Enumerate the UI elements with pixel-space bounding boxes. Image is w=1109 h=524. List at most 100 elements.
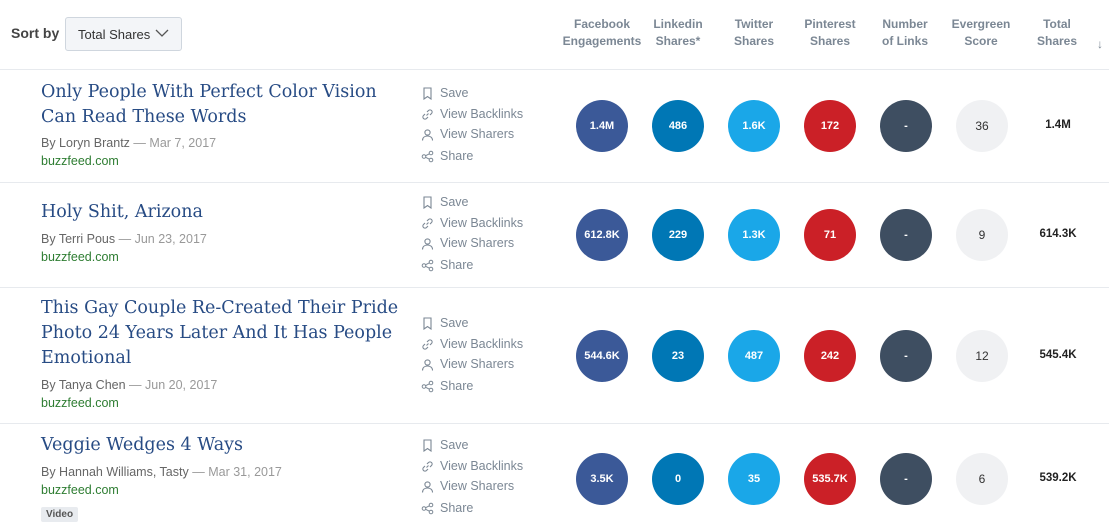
share-icon	[421, 502, 434, 515]
article-title[interactable]: This Gay Couple Re-Created Their Pride P…	[41, 296, 401, 371]
link-icon	[422, 339, 433, 350]
link-icon	[422, 218, 433, 229]
linkedin-shares-value[interactable]: 23	[652, 330, 704, 382]
total-shares-value: 545.4K	[1039, 349, 1077, 361]
link-icon	[422, 109, 433, 120]
column-header-line: Score	[964, 34, 998, 48]
article-title[interactable]: Holy Shit, Arizona	[41, 200, 401, 225]
total-shares-value: 539.2K	[1039, 472, 1077, 484]
article-date: Jun 20, 2017	[145, 378, 218, 392]
share-icon	[421, 150, 434, 163]
share-icon	[421, 259, 434, 272]
twitter-shares-value[interactable]: 1.3K	[728, 209, 780, 261]
total-shares-value: 614.3K	[1039, 228, 1077, 240]
twitter-shares-value[interactable]: 35	[728, 453, 780, 505]
article-author[interactable]: By Tanya Chen	[41, 378, 126, 392]
column-header-linkedin[interactable]: Linkedin Shares*	[633, 16, 723, 50]
article-title-line: Photo 24 Years Later And It Has People	[41, 323, 393, 343]
share-label: Share	[440, 379, 474, 393]
column-header-line: Evergreen	[951, 17, 1011, 31]
article-byline: By Tanya Chen — Jun 20, 2017	[41, 378, 217, 392]
user-icon	[421, 481, 434, 493]
column-header-evergreen[interactable]: Evergreen Score	[936, 16, 1026, 50]
article-title-line: Veggie Wedges 4 Ways	[41, 435, 243, 455]
number-of-links-value[interactable]: -	[880, 330, 932, 382]
sort-select-value: Total Shares	[78, 27, 151, 42]
twitter-shares-value[interactable]: 1.6K	[728, 100, 780, 152]
results-header: Sort by Total Shares Facebook Engagement…	[0, 0, 1109, 68]
article-date: Jun 23, 2017	[134, 232, 207, 246]
article-domain[interactable]: buzzfeed.com	[41, 250, 119, 264]
article-row: This Gay Couple Re-Created Their Pride P…	[0, 287, 1109, 423]
column-header-line: Linkedin	[653, 17, 703, 31]
user-icon	[421, 238, 434, 250]
linkedin-shares-value[interactable]: 486	[652, 100, 704, 152]
article-author[interactable]: By Hannah Williams, Tasty	[41, 465, 189, 479]
pinterest-shares-value[interactable]: 535.7K	[804, 453, 856, 505]
bookmark-icon	[423, 317, 432, 330]
article-title[interactable]: Veggie Wedges 4 Ways	[41, 433, 401, 458]
article-title-line: Can Read These Words	[41, 107, 247, 127]
column-header-line: of Links	[881, 34, 928, 48]
total-shares-value: 1.4M	[1045, 119, 1071, 131]
save-label: Save	[440, 316, 469, 330]
column-header-line: Total	[1043, 17, 1071, 31]
linkedin-shares-value[interactable]: 229	[652, 209, 704, 261]
number-of-links-value[interactable]: -	[880, 453, 932, 505]
article-date: Mar 7, 2017	[149, 136, 217, 150]
pinterest-shares-value[interactable]: 172	[804, 100, 856, 152]
facebook-engagements-value[interactable]: 1.4M	[576, 100, 628, 152]
share-label: Share	[440, 149, 474, 163]
article-domain[interactable]: buzzfeed.com	[41, 396, 119, 410]
bookmark-icon	[423, 87, 432, 100]
number-of-links-value[interactable]: -	[880, 100, 932, 152]
number-of-links-value[interactable]: -	[880, 209, 932, 261]
pinterest-shares-value[interactable]: 71	[804, 209, 856, 261]
share-label: Share	[440, 258, 474, 272]
column-header-facebook[interactable]: Facebook Engagements	[557, 16, 647, 50]
save-label: Save	[440, 438, 469, 452]
facebook-engagements-value[interactable]: 544.6K	[576, 330, 628, 382]
view-backlinks-label: View Backlinks	[440, 459, 524, 473]
column-header-links[interactable]: Number of Links	[860, 16, 950, 50]
article-title-line: Only People With Perfect Color Vision	[41, 82, 377, 102]
column-header-twitter[interactable]: Twitter Shares	[709, 16, 799, 50]
save-label: Save	[440, 86, 469, 100]
article-row: Holy Shit, Arizona By Terri Pous — Jun 2…	[0, 182, 1109, 287]
column-header-line: Twitter	[734, 17, 774, 31]
article-byline: By Loryn Brantz — Mar 7, 2017	[41, 136, 216, 150]
column-header-pinterest[interactable]: Pinterest Shares	[785, 16, 875, 50]
evergreen-score-value: 9	[956, 209, 1008, 261]
facebook-engagements-value[interactable]: 612.8K	[576, 209, 628, 261]
linkedin-shares-value[interactable]: 0	[652, 453, 704, 505]
column-header-total[interactable]: Total Shares	[1012, 16, 1102, 50]
view-sharers-label: View Sharers	[440, 479, 515, 493]
facebook-engagements-value[interactable]: 3.5K	[576, 453, 628, 505]
article-row: Veggie Wedges 4 Ways By Hannah Williams,…	[0, 423, 1109, 524]
view-sharers-label: View Sharers	[440, 127, 515, 141]
article-domain[interactable]: buzzfeed.com	[41, 483, 119, 497]
byline-separator: —	[118, 232, 132, 246]
article-author[interactable]: By Terri Pous	[41, 232, 116, 246]
share-icon	[421, 380, 434, 393]
byline-separator: —	[192, 465, 205, 479]
view-backlinks-label: View Backlinks	[440, 216, 524, 230]
sort-by-label: Sort by	[11, 25, 60, 41]
sort-select[interactable]: Total Shares	[65, 17, 182, 51]
article-title[interactable]: Only People With Perfect Color Vision Ca…	[41, 80, 401, 130]
sort-descending-arrow-icon[interactable]: ↓	[1097, 37, 1103, 51]
evergreen-score-value: 6	[956, 453, 1008, 505]
pinterest-shares-value[interactable]: 242	[804, 330, 856, 382]
article-date: Mar 31, 2017	[208, 465, 282, 479]
view-sharers-label: View Sharers	[440, 236, 515, 250]
user-icon	[421, 129, 434, 141]
link-icon	[422, 461, 433, 472]
share-label: Share	[440, 501, 474, 515]
evergreen-score-value: 36	[956, 100, 1008, 152]
article-author[interactable]: By Loryn Brantz	[41, 136, 130, 150]
article-domain[interactable]: buzzfeed.com	[41, 154, 119, 168]
view-backlinks-label: View Backlinks	[440, 337, 524, 351]
article-byline: By Terri Pous — Jun 23, 2017	[41, 232, 207, 246]
twitter-shares-value[interactable]: 487	[728, 330, 780, 382]
save-label: Save	[440, 195, 469, 209]
